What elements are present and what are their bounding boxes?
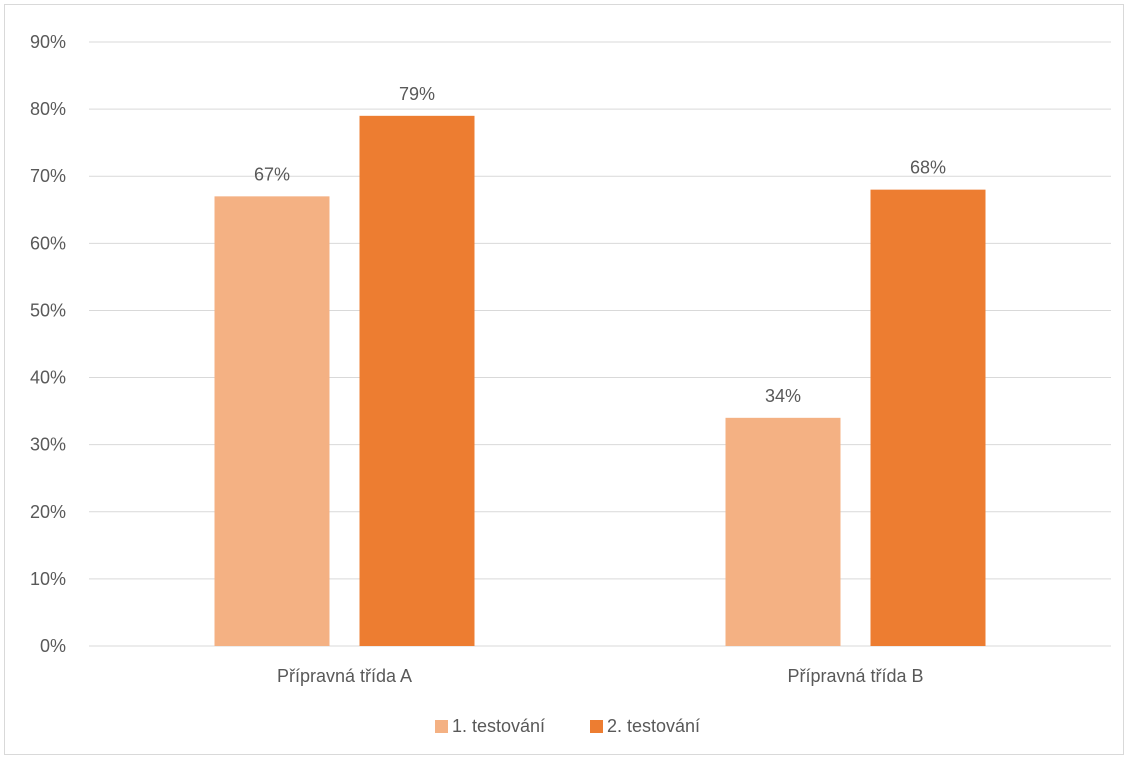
data-labels: 67% 79% 34% 68%: [254, 84, 946, 406]
y-tick-label: 40%: [30, 368, 66, 388]
data-label: 34%: [765, 386, 801, 406]
data-label: 67%: [254, 164, 290, 184]
legend-label: 2. testování: [607, 716, 700, 736]
legend-swatch: [590, 720, 603, 733]
y-tick-label: 60%: [30, 233, 66, 253]
bar: [214, 196, 330, 646]
legend-swatch: [435, 720, 448, 733]
y-tick-label: 70%: [30, 166, 66, 186]
data-label: 68%: [910, 158, 946, 178]
y-tick-label: 30%: [30, 435, 66, 455]
y-tick-label: 50%: [30, 300, 66, 320]
chart-frame: 0% 10% 20% 30% 40% 50% 60% 70% 80% 90% 67% 79% 34% 6…: [4, 4, 1124, 755]
bar: [359, 115, 475, 647]
y-tick-label: 90%: [30, 32, 66, 52]
bars: [214, 115, 986, 647]
x-category-label: Přípravná třída B: [787, 666, 923, 686]
bar: [870, 189, 986, 646]
data-label: 79%: [399, 84, 435, 104]
bar: [725, 417, 841, 646]
y-tick-label: 10%: [30, 569, 66, 589]
x-category-label: Přípravná třída A: [277, 666, 412, 686]
y-tick-label: 0%: [40, 636, 66, 656]
y-tick-label: 20%: [30, 502, 66, 522]
x-axis: Přípravná třída A Přípravná třída B: [277, 666, 924, 686]
legend-label: 1. testování: [452, 716, 545, 736]
legend: 1. testování 2. testování: [435, 716, 700, 736]
y-tick-label: 80%: [30, 99, 66, 119]
bar-chart: 0%10%20%30%40%50%60%70%80%90% 67%79%34%6…: [30, 32, 1111, 736]
y-axis: 0% 10% 20% 30% 40% 50% 60% 70% 80% 90%: [30, 32, 66, 656]
